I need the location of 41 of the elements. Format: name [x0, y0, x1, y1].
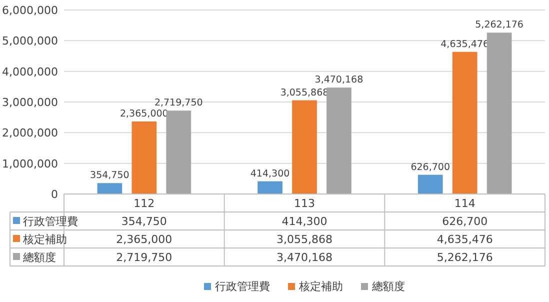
x-tick-label: 113 — [294, 197, 315, 210]
y-tick-label: 4,000,000 — [2, 65, 58, 78]
bar — [418, 174, 443, 194]
data-label: 626,700 — [442, 215, 488, 228]
text: 總額度 — [23, 251, 56, 264]
bar — [97, 183, 122, 194]
data-label: 3,470,168 — [276, 251, 332, 264]
bar — [326, 88, 352, 194]
data-label: 4,635,476 — [436, 233, 493, 246]
y-tick-label: 3,000,000 — [2, 96, 58, 109]
text: 3,055,868 — [280, 87, 329, 98]
y-tick-label: 6,000,000 — [2, 4, 58, 17]
y-tick-label: 2,000,000 — [2, 126, 58, 140]
data-label: 3,055,868 — [276, 233, 332, 246]
bar — [486, 32, 512, 194]
y-tick-label: 1,000,000 — [2, 157, 58, 170]
bar — [166, 110, 192, 194]
text: 2,719,750 — [154, 98, 203, 109]
text: 2,365,000 — [120, 108, 168, 120]
text: 3,470,168 — [314, 74, 364, 86]
text: 626,700 — [410, 162, 450, 173]
bar — [132, 121, 157, 194]
bar — [292, 100, 317, 194]
y-tick-label: 5,000,000 — [2, 34, 58, 48]
text: 5,262,176 — [475, 20, 524, 31]
legend-label: 行政管理費 — [23, 215, 78, 228]
data-label: 354,750 — [121, 215, 167, 228]
y-tick-label: 0 — [51, 188, 58, 201]
data-label: 5,262,176 — [436, 251, 493, 264]
bar — [258, 181, 282, 194]
bar — [452, 52, 478, 194]
legend-label: 總額度 — [371, 280, 405, 293]
legend-label: 核定補助 — [22, 233, 67, 246]
data-label: 2,719,750 — [116, 251, 172, 264]
x-tick-label: 114 — [454, 197, 476, 210]
x-tick-label: 112 — [134, 197, 155, 210]
text: 354,750 — [90, 170, 130, 182]
text: 414,300 — [250, 168, 290, 180]
data-label: 2,365,000 — [116, 233, 172, 246]
legend: 行政管理費 核定補助 總額度 — [204, 280, 405, 293]
data-label: 414,300 — [282, 215, 328, 228]
